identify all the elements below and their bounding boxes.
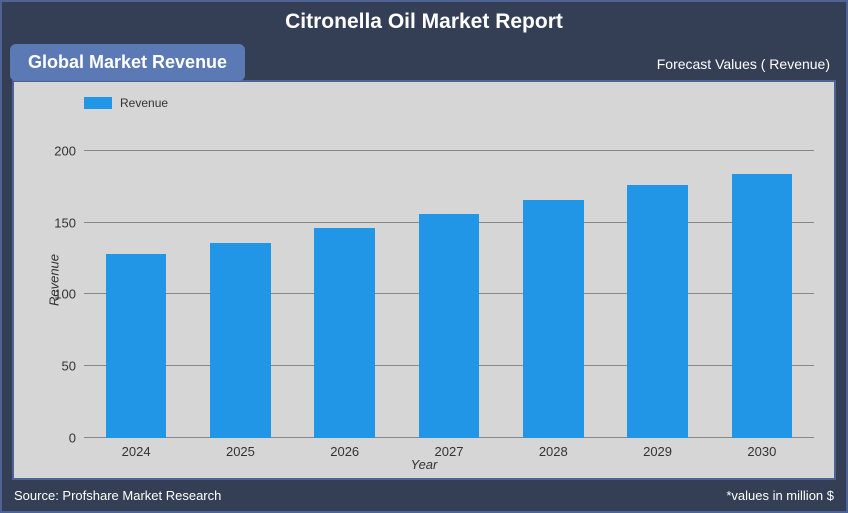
y-tick-label: 50: [44, 359, 84, 374]
report-title: Citronella Oil Market Report: [2, 2, 846, 40]
legend-label: Revenue: [120, 96, 168, 110]
x-tick-label: 2025: [226, 438, 255, 459]
y-tick-label: 200: [44, 143, 84, 158]
y-tick-label: 100: [44, 287, 84, 302]
bar: [732, 174, 792, 438]
x-tick-label: 2026: [330, 438, 359, 459]
legend-swatch: [84, 97, 112, 109]
footer-source: Source: Profshare Market Research: [14, 488, 221, 503]
x-tick-label: 2030: [747, 438, 776, 459]
x-tick-label: 2029: [643, 438, 672, 459]
bar: [523, 200, 583, 438]
report-container: Citronella Oil Market Report Global Mark…: [0, 0, 848, 513]
x-tick-label: 2024: [122, 438, 151, 459]
bar: [106, 254, 166, 438]
plot-area: 0501001502002024202520262027202820292030: [84, 122, 814, 438]
bar: [314, 228, 374, 438]
subtitle-badge: Global Market Revenue: [10, 44, 245, 81]
y-tick-label: 150: [44, 215, 84, 230]
bar: [210, 243, 270, 438]
x-tick-label: 2028: [539, 438, 568, 459]
chart-panel: Revenue Revenue Year 0501001502002024202…: [12, 80, 836, 480]
bar: [419, 214, 479, 438]
x-tick-label: 2027: [435, 438, 464, 459]
legend: Revenue: [84, 96, 168, 110]
forecast-label: Forecast Values ( Revenue): [657, 56, 830, 72]
footer-note: *values in million $: [726, 488, 834, 503]
gridline: [84, 150, 814, 151]
bar: [627, 185, 687, 438]
x-axis-title: Year: [411, 457, 438, 472]
y-tick-label: 0: [44, 431, 84, 446]
